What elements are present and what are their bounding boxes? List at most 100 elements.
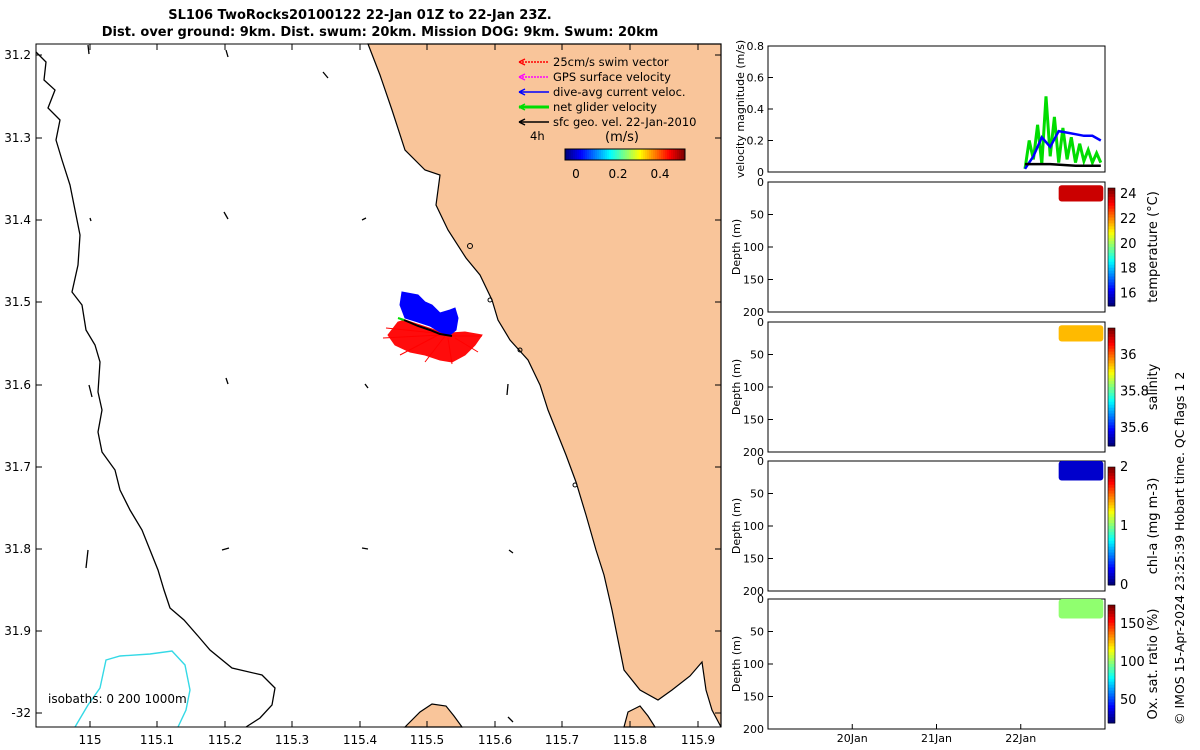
- profile-colorbar-tick-label: 20: [1120, 237, 1137, 252]
- profile-colorbar-tick-label: 2: [1120, 460, 1128, 475]
- profile-colorbar-segment: [1108, 478, 1115, 483]
- profile-colorbar-segment: [1108, 605, 1115, 609]
- colorbar-segment: [659, 149, 662, 160]
- colorbar-segment: [677, 149, 680, 160]
- colorbar-segment: [603, 149, 606, 160]
- profile-colorbar-segment: [1108, 552, 1115, 556]
- profile-colorbar-segment: [1108, 487, 1115, 492]
- legend-arrowhead: [518, 103, 526, 111]
- isobath-200m: [74, 650, 191, 728]
- profile-y-tick-label: 100: [743, 658, 764, 671]
- profile-colorbar-segment: [1108, 652, 1115, 656]
- velocity-series-line: [1025, 162, 1101, 167]
- profile-colorbar-segment: [1108, 328, 1115, 332]
- map-x-tick-label: 115.8: [613, 733, 647, 747]
- legend-arrowhead: [518, 88, 526, 96]
- profile-ylabel: Depth (m): [730, 498, 743, 554]
- profile-colorbar-segment: [1108, 702, 1115, 706]
- profile-colorbar-segment: [1108, 655, 1115, 659]
- legend-entry: dive-avg current veloc.: [518, 85, 686, 99]
- profile-colorbar-segment: [1108, 528, 1115, 533]
- profile-colorbar-segment: [1108, 631, 1115, 635]
- net-velocity-track: [397, 317, 405, 321]
- profile-colorbar-segment: [1108, 643, 1115, 647]
- profile-colorbar-segment: [1108, 711, 1115, 715]
- legend-label: net glider velocity: [553, 100, 657, 114]
- map-y-tick-label: 31.9: [4, 624, 31, 638]
- velocity-y-tick-label: 0.8: [747, 40, 765, 53]
- colorbar-segment: [605, 149, 608, 160]
- profile-colorbar-segment: [1108, 514, 1115, 518]
- colorbar-segment: [579, 149, 582, 160]
- colorbar-segment: [615, 149, 618, 160]
- profile-colorbar-segment: [1108, 570, 1115, 574]
- profile-colorbar-segment: [1108, 637, 1115, 641]
- profile-colorbar-segment: [1108, 484, 1115, 489]
- profile-colorbar-segment: [1108, 481, 1115, 486]
- map-y-tick-label: 31.8: [4, 542, 31, 556]
- profile-colorbar-segment: [1108, 681, 1115, 686]
- profile-colorbar-tick-label: 50: [1120, 693, 1137, 708]
- profile-colorbar-segment: [1108, 193, 1115, 198]
- colorbar-segment: [621, 149, 624, 160]
- profile-colorbar-segment: [1108, 267, 1115, 272]
- profile-colorbar-segment: [1108, 294, 1115, 298]
- map-y-tick-label: 31.4: [4, 213, 31, 227]
- colorbar-segment: [629, 149, 632, 160]
- profile-colorbar-segment: [1108, 705, 1115, 709]
- profile-colorbar-segment: [1108, 628, 1115, 633]
- profile-colorbar-segment: [1108, 366, 1115, 370]
- profile-colorbar-segment: [1108, 610, 1115, 615]
- profile-colorbar-segment: [1108, 714, 1115, 718]
- velocity-ylabel: velocity magnitude (m/s): [734, 40, 747, 178]
- profile-colorbar-segment: [1108, 401, 1115, 406]
- profile-colorbar-segment: [1108, 502, 1115, 506]
- profile-colorbar-segment: [1108, 363, 1115, 367]
- profile-colorbar-segment: [1108, 407, 1115, 412]
- profile-colorbar-segment: [1108, 425, 1115, 429]
- legend-marker-label: 4h: [530, 129, 545, 143]
- profile-colorbar-segment: [1108, 619, 1115, 624]
- colorbar-segment: [617, 149, 620, 160]
- profile-y-tick-label: 50: [750, 626, 764, 639]
- profile-y-tick-label: 150: [743, 691, 764, 704]
- profile-ylabel: Depth (m): [730, 636, 743, 692]
- profile-colorbar-segment: [1108, 226, 1115, 230]
- colorbar-segment: [585, 149, 588, 160]
- profile-colorbar-segment: [1108, 360, 1115, 364]
- profile-colorbar-segment: [1108, 297, 1115, 301]
- profile-colorbar-segment: [1108, 285, 1115, 289]
- colorbar-segment: [577, 149, 580, 160]
- colorbar-segment: [609, 149, 612, 160]
- profile-colorbar-tick-label: 150: [1120, 617, 1145, 632]
- profile-colorbar-segment: [1108, 576, 1115, 580]
- profile-colorbar-label: temperature (°C): [1146, 191, 1161, 303]
- colorbar-unit: (m/s): [605, 130, 639, 145]
- geo-velocity-arrows: [85, 44, 514, 723]
- colorbar-segment: [565, 149, 568, 160]
- colorbar-segment: [667, 149, 670, 160]
- profile-y-tick-label: 100: [743, 241, 764, 254]
- profile-colorbar-tick-label: 36: [1120, 348, 1137, 363]
- map-x-tick-label: 115.2: [208, 733, 242, 747]
- profile-colorbar-segment: [1108, 300, 1115, 304]
- profile-colorbar-segment: [1108, 199, 1115, 204]
- profile-colorbar-segment: [1108, 252, 1115, 257]
- profile-y-tick-label: 150: [743, 414, 764, 427]
- time-tick-label: 20Jan: [837, 732, 868, 745]
- swim-vectors: [382, 319, 483, 365]
- colorbar-segment: [647, 149, 650, 160]
- profile-colorbar-segment: [1108, 661, 1115, 665]
- profile-panel: 0 50 100 150 200 Depth (m) 35.6 35.8 36 salinity: [730, 316, 1161, 459]
- profile-colorbar-segment: [1108, 499, 1115, 503]
- colorbar-segment: [645, 149, 648, 160]
- profile-colorbar-segment: [1108, 540, 1115, 545]
- colorbar-segment: [573, 149, 576, 160]
- profile-colorbar-segment: [1108, 384, 1115, 388]
- legend-entry: sfc geo. vel. 22-Jan-2010: [518, 115, 697, 129]
- profile-colorbar-segment: [1108, 270, 1115, 275]
- profile-colorbar-segment: [1108, 342, 1115, 347]
- profile-colorbar-segment: [1108, 202, 1115, 207]
- map-x-tick-label: 115: [79, 733, 102, 747]
